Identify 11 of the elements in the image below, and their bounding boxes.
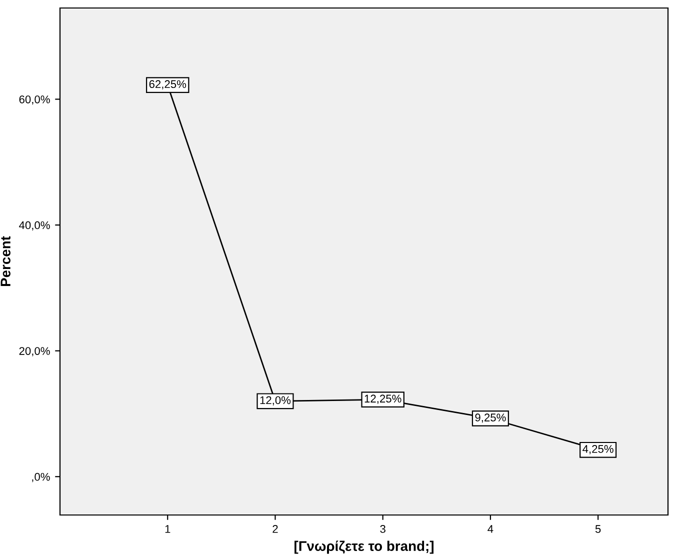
y-axis-title: Percent: [0, 236, 10, 286]
y-tick-label: 60,0%: [19, 95, 50, 105]
x-tick-label: 5: [595, 525, 601, 533]
x-tick-label: 3: [380, 525, 386, 533]
x-tick-label: 4: [488, 525, 494, 533]
x-tick-label: 2: [272, 525, 278, 533]
y-tick-label: 20,0%: [19, 347, 50, 356]
y-tick-label: ,0%: [32, 472, 50, 482]
y-tick-label: 40,0%: [19, 221, 50, 230]
x-axis-title: [Γνωρίζετε το brand;]: [294, 540, 434, 554]
x-tick-label: 1: [165, 525, 170, 533]
